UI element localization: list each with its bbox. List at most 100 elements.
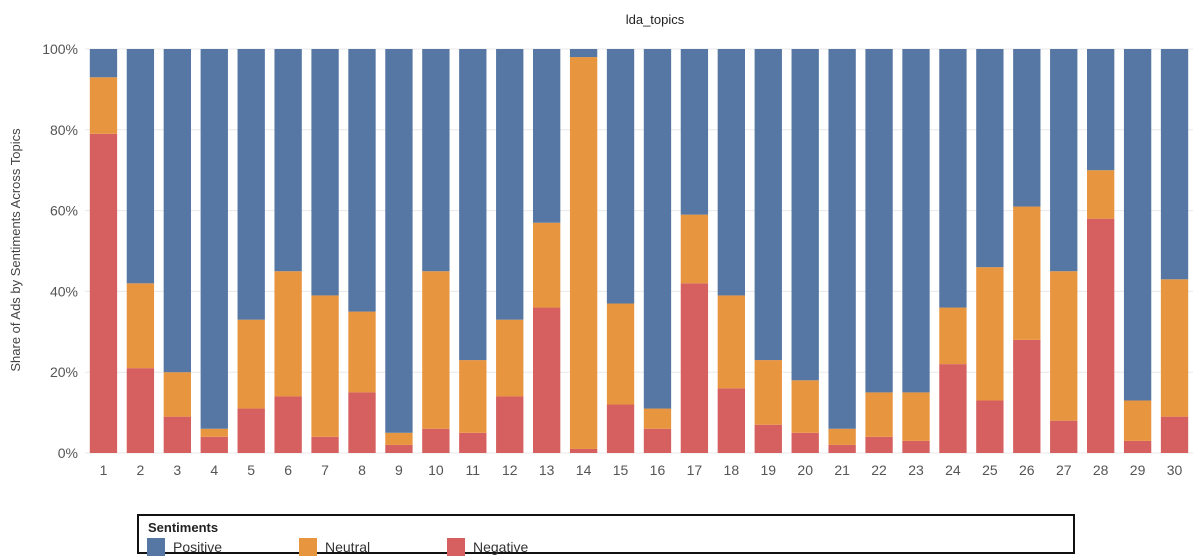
bar-neutral-topic-9 <box>385 432 413 445</box>
bar-neutral-topic-11 <box>459 360 487 433</box>
bar-negative-topic-24 <box>939 364 967 453</box>
bar-negative-topic-15 <box>606 404 635 453</box>
bar-neutral-topic-17 <box>680 214 709 284</box>
bar-neutral-topic-3 <box>163 372 191 417</box>
bar-negative-topic-3 <box>163 416 191 453</box>
x-tick-label: 29 <box>1130 462 1146 478</box>
bar-negative-topic-6 <box>274 396 302 453</box>
bar-negative-topic-29 <box>1123 440 1152 453</box>
bar-negative-topic-9 <box>385 444 413 453</box>
bar-negative-topic-21 <box>828 444 856 453</box>
bar-neutral-topic-14 <box>569 57 598 449</box>
bar-neutral-topic-27 <box>1050 271 1078 421</box>
bar-negative-topic-20 <box>791 432 819 453</box>
y-tick-label: 0% <box>58 445 78 461</box>
bar-negative-topic-8 <box>348 392 376 453</box>
bar-neutral-topic-28 <box>1087 170 1115 219</box>
x-tick-label: 3 <box>173 462 181 478</box>
legend-title: Sentiments <box>148 520 219 535</box>
y-tick-label: 60% <box>50 203 78 219</box>
bar-negative-topic-22 <box>865 436 893 453</box>
bar-positive-topic-15 <box>606 49 635 304</box>
x-tick-label: 24 <box>945 462 961 478</box>
bar-positive-topic-9 <box>385 49 413 433</box>
bar-neutral-topic-8 <box>348 311 376 393</box>
bar-negative-topic-5 <box>237 408 265 453</box>
bar-negative-topic-17 <box>680 283 709 453</box>
x-tick-label: 21 <box>834 462 850 478</box>
x-tick-label: 20 <box>797 462 813 478</box>
bar-positive-topic-28 <box>1087 49 1115 171</box>
bar-neutral-topic-20 <box>791 380 819 433</box>
legend-swatch-positive <box>147 538 165 556</box>
bar-negative-topic-12 <box>496 396 524 453</box>
bar-negative-topic-7 <box>311 436 339 453</box>
x-tick-label: 7 <box>321 462 329 478</box>
bar-negative-topic-14 <box>569 448 598 453</box>
x-tick-label: 15 <box>613 462 629 478</box>
bar-negative-topic-2 <box>126 368 155 453</box>
bar-positive-topic-2 <box>126 49 155 284</box>
bar-positive-topic-1 <box>89 49 118 78</box>
bar-negative-topic-26 <box>1013 339 1041 453</box>
x-tick-label: 27 <box>1056 462 1072 478</box>
x-tick-label: 30 <box>1167 462 1183 478</box>
x-tick-label: 12 <box>502 462 518 478</box>
bar-neutral-topic-12 <box>496 319 524 397</box>
x-tick-label: 16 <box>650 462 666 478</box>
bar-neutral-topic-13 <box>533 222 561 308</box>
legend-item-neutral: Neutral <box>299 538 370 556</box>
bar-positive-topic-12 <box>496 49 524 320</box>
bar-positive-topic-23 <box>902 49 930 393</box>
bar-neutral-topic-29 <box>1123 400 1152 441</box>
x-tick-label: 1 <box>100 462 108 478</box>
bar-positive-topic-5 <box>237 49 265 320</box>
y-axis-ticks: 0% 20% 40% 60% 80% 100% <box>42 41 78 461</box>
stacked-bar-chart: lda_topics Share of Ads by Sentiments Ac… <box>8 12 1193 478</box>
bar-neutral-topic-21 <box>828 428 856 445</box>
bar-negative-topic-16 <box>643 428 672 453</box>
bar-positive-topic-21 <box>828 49 856 429</box>
bar-positive-topic-30 <box>1160 49 1189 280</box>
legend-label-negative: Negative <box>473 539 529 555</box>
bar-positive-topic-27 <box>1050 49 1078 272</box>
bar-positive-topic-25 <box>976 49 1004 268</box>
x-tick-label: 25 <box>982 462 998 478</box>
bar-positive-topic-11 <box>459 49 487 361</box>
legend-label-positive: Positive <box>173 539 223 555</box>
bar-negative-topic-18 <box>717 388 745 453</box>
bar-neutral-topic-10 <box>422 271 450 429</box>
legend: Sentiments Positive Neutral Negative <box>137 514 1075 556</box>
bar-positive-topic-26 <box>1013 49 1041 207</box>
x-tick-label: 11 <box>466 462 481 478</box>
x-tick-label: 17 <box>687 462 703 478</box>
bar-positive-topic-7 <box>311 49 339 296</box>
bar-negative-topic-10 <box>422 428 450 453</box>
x-tick-label: 18 <box>724 462 740 478</box>
bar-neutral-topic-2 <box>126 283 155 369</box>
x-tick-label: 28 <box>1093 462 1109 478</box>
y-tick-label: 100% <box>42 41 78 57</box>
bar-positive-topic-13 <box>533 49 561 223</box>
bar-neutral-topic-18 <box>717 295 745 389</box>
bar-neutral-topic-5 <box>237 319 265 409</box>
bar-negative-topic-25 <box>976 400 1004 453</box>
bar-positive-topic-29 <box>1123 49 1152 401</box>
x-tick-label: 14 <box>576 462 592 478</box>
bar-neutral-topic-24 <box>939 307 967 365</box>
chart-title: lda_topics <box>626 12 685 27</box>
bar-negative-topic-30 <box>1160 416 1189 453</box>
bar-positive-topic-22 <box>865 49 893 393</box>
x-tick-label: 4 <box>210 462 218 478</box>
bar-neutral-topic-25 <box>976 267 1004 401</box>
bar-negative-topic-28 <box>1087 218 1115 453</box>
bar-negative-topic-1 <box>89 133 118 453</box>
legend-swatch-neutral <box>299 538 317 556</box>
legend-swatch-negative <box>447 538 465 556</box>
bar-positive-topic-19 <box>754 49 782 361</box>
x-axis-ticks: 1 2 3 4 5 6 7 8 9 10 11 12 13 14 15 16 17 18 19 20 21 22 23 24 2… <box>100 462 1183 478</box>
bar-positive-topic-14 <box>569 49 598 58</box>
bar-positive-topic-18 <box>717 49 745 296</box>
bar-neutral-topic-1 <box>89 77 118 134</box>
bar-neutral-topic-26 <box>1013 206 1041 340</box>
